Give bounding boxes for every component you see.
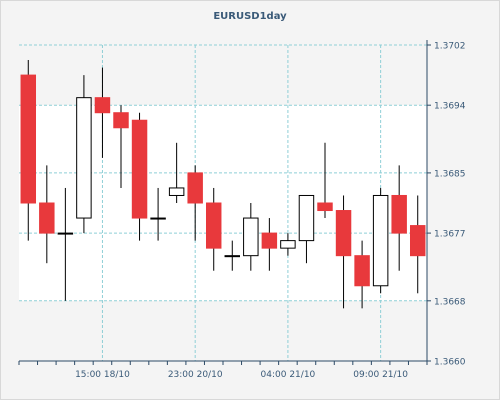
candle-body-up — [243, 217, 259, 257]
candle-body-down — [391, 194, 407, 234]
chart-title: EURUSD1day — [213, 11, 287, 22]
candle-body-down — [131, 119, 148, 219]
candle-body-down — [113, 112, 129, 129]
x-tick-label: 23:00 20/10 — [168, 370, 223, 380]
candle-body-up — [224, 255, 241, 258]
candle-body-down — [94, 97, 111, 114]
candle-body-up — [150, 217, 166, 220]
candle-body-down — [409, 225, 426, 257]
candle-body-down — [317, 202, 333, 212]
candle-body-up — [280, 240, 296, 249]
candle-body-down — [335, 210, 352, 257]
candle-body-up — [76, 97, 92, 219]
y-tick-label: 1.3694 — [434, 102, 466, 112]
candle-body-up — [57, 232, 74, 235]
y-tick-label: 1.3668 — [434, 297, 466, 307]
x-tick-label: 09:00 21/10 — [353, 370, 408, 380]
x-tick-label: 15:00 18/10 — [75, 370, 130, 380]
candle-body-down — [20, 74, 37, 204]
candle-body-down — [39, 202, 55, 234]
candle-body-down — [261, 232, 278, 249]
candle-body-up — [372, 194, 389, 287]
candle-body-up — [298, 194, 315, 242]
candle-body-down — [205, 202, 222, 249]
candle-body-down — [187, 172, 203, 204]
candle-body-down — [354, 255, 370, 287]
candle-body-up — [168, 187, 185, 196]
y-tick-label: 1.3660 — [434, 358, 466, 368]
y-tick-label: 1.3702 — [434, 42, 466, 52]
y-tick-label: 1.3685 — [434, 169, 466, 179]
y-tick-label: 1.3677 — [434, 230, 466, 240]
x-tick-label: 04:00 21/10 — [261, 370, 316, 380]
